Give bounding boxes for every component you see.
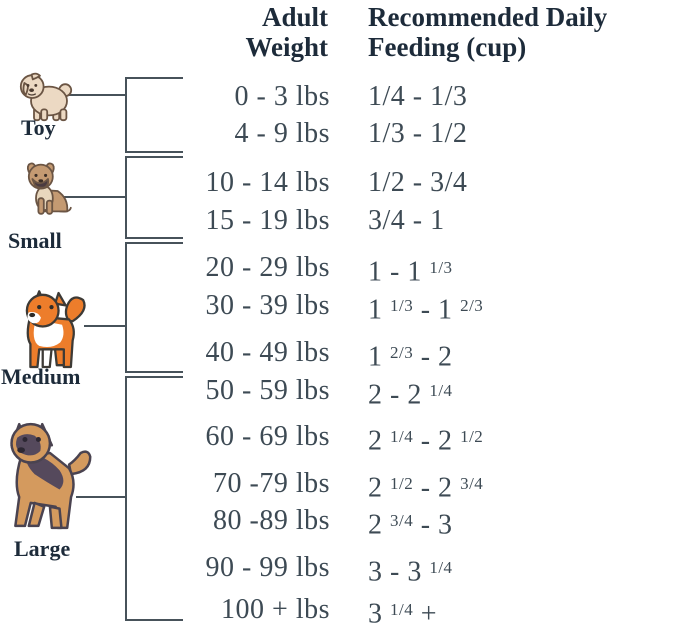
feeding-amount-value: 3/4 - 1 xyxy=(368,203,668,239)
feeding-text: 3 - 3 xyxy=(368,556,430,588)
toy-group-bracket xyxy=(125,77,183,153)
small-group-bracket xyxy=(125,156,183,239)
table-row: 100 + lbs 3 1/4 + xyxy=(0,592,679,630)
feeding-fraction-superscript: 1/2 xyxy=(390,474,414,493)
table-row: 50 - 59 lbs 2 - 2 1/4 xyxy=(0,373,679,411)
toy-connector-line xyxy=(66,94,125,96)
recommended-feeding-header: Recommended Daily Feeding (cup) xyxy=(368,2,679,62)
feeding-text: 3/4 - 1 xyxy=(368,205,445,236)
feeding-amount-value: 1/4 - 1/3 xyxy=(368,79,668,115)
feeding-text: - 1 xyxy=(413,294,461,326)
feeding-text: 3 xyxy=(368,598,390,630)
table-row: 4 - 9 lbs 1/3 - 1/2 xyxy=(0,116,679,152)
feeding-fraction-superscript: 3/4 xyxy=(460,474,484,493)
adult-weight-value: 15 - 19 lbs xyxy=(205,205,330,236)
adult-weight-value: 40 - 49 lbs xyxy=(205,337,330,368)
table-row: 80 -89 lbs 2 3/4 - 3 xyxy=(0,503,679,541)
adult-weight-header-line1: Adult xyxy=(261,2,328,32)
adult-weight-value: 100 + lbs xyxy=(221,594,330,625)
table-row: 90 - 99 lbs 3 - 3 1/4 xyxy=(0,550,679,588)
toy-group-label: Toy xyxy=(21,115,56,140)
table-row: 30 - 39 lbs 1 1/3 - 1 2/3 xyxy=(0,288,679,326)
shih-tzu-dog-icon xyxy=(19,72,73,122)
recommended-feeding-header-line2: Feeding (cup) xyxy=(368,32,527,62)
feeding-fraction-superscript: 2/3 xyxy=(390,343,414,362)
adult-weight-value: 0 - 3 lbs xyxy=(234,81,330,112)
feeding-text: 1 xyxy=(368,294,390,326)
german-shepherd-dog-icon xyxy=(10,422,92,530)
feeding-text: + xyxy=(413,598,438,630)
adult-weight-header: Adult Weight xyxy=(0,2,328,62)
shiba-inu-dog-icon xyxy=(25,290,86,369)
feeding-fraction-superscript: 1/3 xyxy=(429,258,453,277)
medium-group-label: Medium xyxy=(1,364,81,389)
feeding-text: 1/3 - 1/2 xyxy=(368,118,468,149)
small-connector-line xyxy=(62,196,125,198)
table-row: 10 - 14 lbs 1/2 - 3/4 xyxy=(0,165,679,201)
table-row: 0 - 3 lbs 1/4 - 1/3 xyxy=(0,79,679,115)
adult-weight-value: 80 -89 lbs xyxy=(213,505,330,536)
feeding-fraction-superscript: 2/3 xyxy=(460,296,484,315)
feeding-fraction-superscript: 1/3 xyxy=(390,296,414,315)
french-bulldog-dog-icon xyxy=(26,162,72,215)
feeding-amount-value: 2 1/2 - 2 3/4 xyxy=(368,466,668,507)
table-row: 60 - 69 lbs 2 1/4 - 2 1/2 xyxy=(0,419,679,457)
small-group-label: Small xyxy=(8,228,62,253)
adult-weight-value: 20 - 29 lbs xyxy=(205,252,330,283)
feeding-amount-value: 1 - 1 1/3 xyxy=(368,250,668,291)
feeding-fraction-superscript: 1/4 xyxy=(390,600,414,619)
feeding-text: 1/4 - 1/3 xyxy=(368,81,468,112)
medium-connector-line xyxy=(84,325,125,327)
large-group-bracket xyxy=(125,376,183,621)
feeding-fraction-superscript: 1/4 xyxy=(429,381,453,400)
adult-weight-value: 4 - 9 lbs xyxy=(234,118,330,149)
feeding-text: 1 xyxy=(368,341,390,373)
feeding-amount-value: 3 - 3 1/4 xyxy=(368,550,668,591)
feeding-text: 1 - 1 xyxy=(368,256,430,288)
feeding-text: 1/2 - 3/4 xyxy=(368,167,468,198)
medium-group-bracket xyxy=(125,242,183,373)
feeding-amount-value: 2 1/4 - 2 1/2 xyxy=(368,419,668,460)
feeding-fraction-superscript: 1/4 xyxy=(429,558,453,577)
feeding-amount-value: 3 1/4 + xyxy=(368,592,668,633)
adult-weight-value: 10 - 14 lbs xyxy=(205,167,330,198)
feeding-amount-value: 2 - 2 1/4 xyxy=(368,373,668,414)
feeding-text: - 2 xyxy=(413,341,453,373)
feeding-text: 2 xyxy=(368,425,390,457)
adult-weight-value: 30 - 39 lbs xyxy=(205,290,330,321)
feeding-amount-value: 1 1/3 - 1 2/3 xyxy=(368,288,668,329)
feeding-text: - 3 xyxy=(413,509,453,541)
feeding-fraction-superscript: 3/4 xyxy=(390,511,414,530)
feeding-text: - 2 xyxy=(413,425,461,457)
large-connector-line xyxy=(76,496,125,498)
feeding-amount-value: 1/2 - 3/4 xyxy=(368,165,668,201)
feeding-fraction-superscript: 1/2 xyxy=(460,427,484,446)
adult-weight-value: 70 -79 lbs xyxy=(213,468,330,499)
adult-weight-value: 60 - 69 lbs xyxy=(205,421,330,452)
table-row: 20 - 29 lbs 1 - 1 1/3 xyxy=(0,250,679,288)
table-row: 15 - 19 lbs 3/4 - 1 xyxy=(0,203,679,239)
adult-weight-value: 50 - 59 lbs xyxy=(205,375,330,406)
large-group-label: Large xyxy=(14,536,71,561)
feeding-amount-value: 2 3/4 - 3 xyxy=(368,503,668,544)
feeding-text: - 2 xyxy=(413,472,461,504)
table-row: 70 -79 lbs 2 1/2 - 2 3/4 xyxy=(0,466,679,504)
table-row: 40 - 49 lbs 1 2/3 - 2 xyxy=(0,335,679,373)
adult-weight-value: 90 - 99 lbs xyxy=(205,552,330,583)
feeding-amount-value: 1/3 - 1/2 xyxy=(368,116,668,152)
feeding-text: 2 xyxy=(368,509,390,541)
feeding-fraction-superscript: 1/4 xyxy=(390,427,414,446)
feeding-text: 2 - 2 xyxy=(368,379,430,411)
feeding-amount-value: 1 2/3 - 2 xyxy=(368,335,668,376)
feeding-text: 2 xyxy=(368,472,390,504)
recommended-feeding-header-line1: Recommended Daily xyxy=(368,2,608,32)
adult-weight-header-line2: Weight xyxy=(245,32,328,62)
